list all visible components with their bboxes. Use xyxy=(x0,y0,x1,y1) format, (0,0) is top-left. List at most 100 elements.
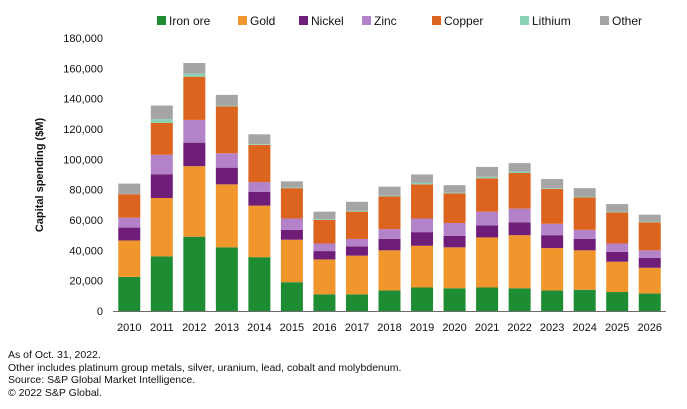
bar-other-2017 xyxy=(345,201,368,211)
bar-other-2014 xyxy=(248,134,271,145)
bar-zinc-2016 xyxy=(313,243,336,252)
bar-copper-2023 xyxy=(541,188,564,224)
bar-stack-2023 xyxy=(541,179,564,311)
bar-lithium-2013 xyxy=(215,105,238,107)
y-tick-label: 120,000 xyxy=(63,124,103,136)
bar-copper-2012 xyxy=(183,76,206,120)
stacked-bar-chart: Iron ore Gold Nickel Zinc Copper Lithium Other… xyxy=(34,14,666,334)
bar-lithium-2024 xyxy=(573,196,596,198)
bar-stack-2013 xyxy=(215,94,238,311)
legend-swatch xyxy=(520,16,529,25)
bar-copper-2013 xyxy=(215,106,238,154)
bar-other-2022 xyxy=(508,163,531,172)
footnote-as-of: As of Oct. 31, 2022. xyxy=(8,349,101,361)
bar-lithium-2017 xyxy=(345,210,368,212)
bar-lithium-2023 xyxy=(541,188,564,189)
bar-iron-ore-2010 xyxy=(118,276,141,312)
bar-gold-2023 xyxy=(541,248,564,291)
bar-copper-2014 xyxy=(248,144,271,183)
bar-nickel-2022 xyxy=(508,222,531,236)
y-tick-label: 100,000 xyxy=(63,154,103,166)
bar-iron-ore-2014 xyxy=(248,257,271,311)
x-tick-label: 2016 xyxy=(312,322,336,334)
bar-zinc-2022 xyxy=(508,208,531,223)
bar-stack-2021 xyxy=(476,166,499,311)
bar-iron-ore-2024 xyxy=(573,289,596,311)
bar-gold-2024 xyxy=(573,250,596,290)
bar-copper-2018 xyxy=(378,196,401,230)
x-tick-label: 2020 xyxy=(442,322,466,334)
footnote-other-definition: Other includes platinum group metals, si… xyxy=(8,361,402,374)
legend-item-gold: Gold xyxy=(238,14,275,28)
x-tick-label: 2026 xyxy=(637,322,661,334)
bar-stack-2012 xyxy=(183,63,206,311)
bar-nickel-2024 xyxy=(573,238,596,251)
legend-swatch xyxy=(362,16,371,25)
bar-other-2019 xyxy=(411,174,434,183)
bar-lithium-2012 xyxy=(183,73,206,77)
bar-zinc-2014 xyxy=(248,182,271,192)
x-tick-label: 2015 xyxy=(280,322,304,334)
bar-lithium-2021 xyxy=(476,176,499,179)
bar-other-2018 xyxy=(378,186,401,196)
y-tick-label: 180,000 xyxy=(63,33,103,45)
bar-iron-ore-2016 xyxy=(313,294,336,311)
bar-stack-2026 xyxy=(638,214,661,311)
legend-label: Lithium xyxy=(532,14,571,28)
bar-gold-2013 xyxy=(215,184,238,248)
y-tick-label: 80,000 xyxy=(69,185,103,197)
bar-copper-2015 xyxy=(280,188,303,219)
bar-stack-2015 xyxy=(280,181,303,311)
legend-label: Zinc xyxy=(374,14,397,28)
bar-copper-2019 xyxy=(411,184,434,219)
bar-zinc-2018 xyxy=(378,229,401,239)
bar-iron-ore-2023 xyxy=(541,290,564,311)
footnotes: As of Oct. 31, 2022. Other includes plat… xyxy=(8,349,678,399)
legend-label: Gold xyxy=(250,14,275,28)
bar-stack-2019 xyxy=(411,174,434,311)
bar-iron-ore-2017 xyxy=(345,294,368,311)
bar-iron-ore-2012 xyxy=(183,236,206,311)
bar-iron-ore-2025 xyxy=(606,292,629,311)
bar-lithium-2014 xyxy=(248,144,271,145)
bar-copper-2021 xyxy=(476,178,499,212)
bar-stack-2011 xyxy=(150,105,173,311)
bar-other-2016 xyxy=(313,211,336,220)
bar-nickel-2025 xyxy=(606,251,629,262)
bar-gold-2018 xyxy=(378,250,401,291)
bar-other-2020 xyxy=(443,185,466,193)
bar-lithium-2011 xyxy=(150,119,173,123)
bar-other-2026 xyxy=(638,214,661,222)
bar-gold-2020 xyxy=(443,247,466,289)
bar-zinc-2025 xyxy=(606,243,629,252)
bar-zinc-2021 xyxy=(476,211,499,226)
bar-other-2013 xyxy=(215,94,238,106)
bar-lithium-2018 xyxy=(378,195,401,197)
y-tick-label: 40,000 xyxy=(69,245,103,257)
bar-copper-2022 xyxy=(508,172,531,209)
y-tick-label: 60,000 xyxy=(69,215,103,227)
legend-item-iron-ore: Iron ore xyxy=(157,14,211,28)
x-axis: 2010 2011 2012 2013 2014 2015 2016 2017 2018 2019… xyxy=(117,322,662,334)
bar-gold-2026 xyxy=(638,267,661,294)
bar-stack-2022 xyxy=(508,163,531,311)
legend-item-lithium: Lithium xyxy=(520,14,571,28)
bar-other-2015 xyxy=(280,181,303,188)
footnote-copyright: © 2022 S&P Global. xyxy=(8,386,102,399)
x-tick-label: 2013 xyxy=(215,322,239,334)
bar-gold-2010 xyxy=(118,240,141,277)
legend-item-other: Other xyxy=(600,14,642,28)
bar-zinc-2017 xyxy=(345,238,368,247)
bar-nickel-2014 xyxy=(248,191,271,206)
legend-label: Copper xyxy=(444,14,483,28)
bar-nickel-2013 xyxy=(215,167,238,185)
y-tick-label: 140,000 xyxy=(63,94,103,106)
bar-gold-2017 xyxy=(345,255,368,295)
bar-gold-2019 xyxy=(411,245,434,288)
bar-copper-2020 xyxy=(443,193,466,224)
x-tick-label: 2021 xyxy=(475,322,499,334)
bar-copper-2025 xyxy=(606,212,629,244)
bar-gold-2016 xyxy=(313,259,336,295)
bar-nickel-2019 xyxy=(411,232,434,246)
bar-stack-2014 xyxy=(248,134,271,311)
